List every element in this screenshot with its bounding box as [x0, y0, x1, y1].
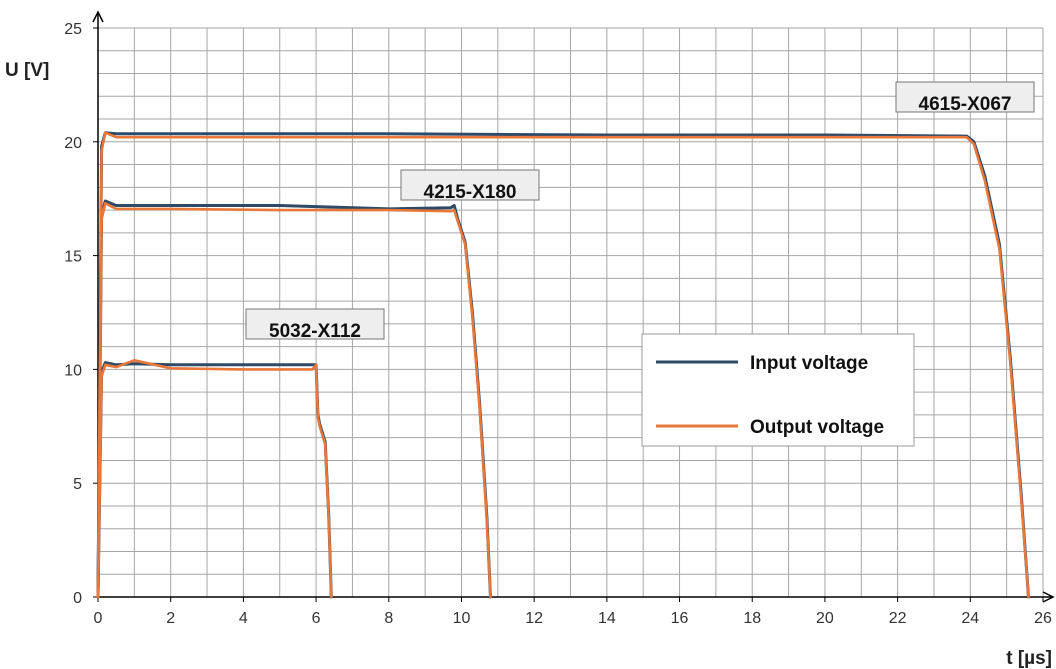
x-tick-label: 20	[816, 610, 834, 627]
legend-label-output: Output voltage	[750, 417, 884, 438]
x-tick-label: 24	[961, 610, 979, 627]
series-line-input-5032-X112	[96, 361, 333, 599]
x-tick-label: 12	[525, 610, 543, 627]
x-tick-label: 6	[312, 610, 321, 627]
annotation-4215-X180: 4215-X180	[400, 169, 540, 203]
x-axis-arrow	[1042, 591, 1055, 603]
y-tick-labels: 0 5 10 15 20 25	[64, 21, 82, 607]
annotation-label: 4215-X180	[424, 182, 517, 203]
series-line-output-4615-X067	[96, 131, 1030, 599]
y-axis-arrow	[92, 10, 104, 23]
x-tick-label: 0	[94, 610, 103, 627]
x-tick-label: 14	[598, 610, 616, 627]
x-tick-label: 18	[743, 610, 761, 627]
y-tick-label: 10	[64, 362, 82, 379]
x-tick-label: 8	[384, 610, 393, 627]
annotation-box	[895, 81, 1035, 113]
y-axis-label: U [V]	[5, 60, 49, 81]
annotation-box	[245, 308, 385, 340]
y-tick-label: 20	[64, 135, 82, 152]
y-tick-label: 15	[64, 249, 82, 266]
x-tick-label: 16	[671, 610, 689, 627]
x-axis-label: t [µs]	[1006, 648, 1052, 669]
x-tick-label: 22	[889, 610, 907, 627]
series-line-input-4215-X180	[96, 199, 492, 599]
y-tick-label: 25	[64, 21, 82, 38]
annotation-label: 4615-X067	[919, 94, 1012, 115]
x-tick-label: 2	[166, 610, 175, 627]
legend-label-input: Input voltage	[750, 353, 868, 374]
annotation-label: 5032-X112	[269, 321, 361, 342]
legend: Input voltage Output voltage	[641, 333, 915, 447]
annotation-5032-X112: 5032-X112	[245, 308, 385, 342]
x-tick-label: 26	[1034, 610, 1052, 627]
series-line-output-4215-X180	[96, 202, 492, 599]
annotation-box	[400, 169, 540, 201]
x-tick-labels: 0 2 4 6 8 10 12 14 16 18 20 22 24 26	[94, 610, 1052, 627]
series-line-output-5032-X112	[96, 358, 333, 599]
x-tick-label: 10	[453, 610, 471, 627]
grid	[98, 27, 1044, 597]
y-tick-label: 0	[73, 590, 82, 607]
x-tick-label: 4	[239, 610, 248, 627]
annotations: 4615-X067 4215-X180 5032-X112	[245, 81, 1035, 342]
series-lines	[96, 131, 1030, 599]
y-tick-label: 5	[73, 476, 82, 493]
annotation-4615-X067: 4615-X067	[895, 81, 1035, 115]
